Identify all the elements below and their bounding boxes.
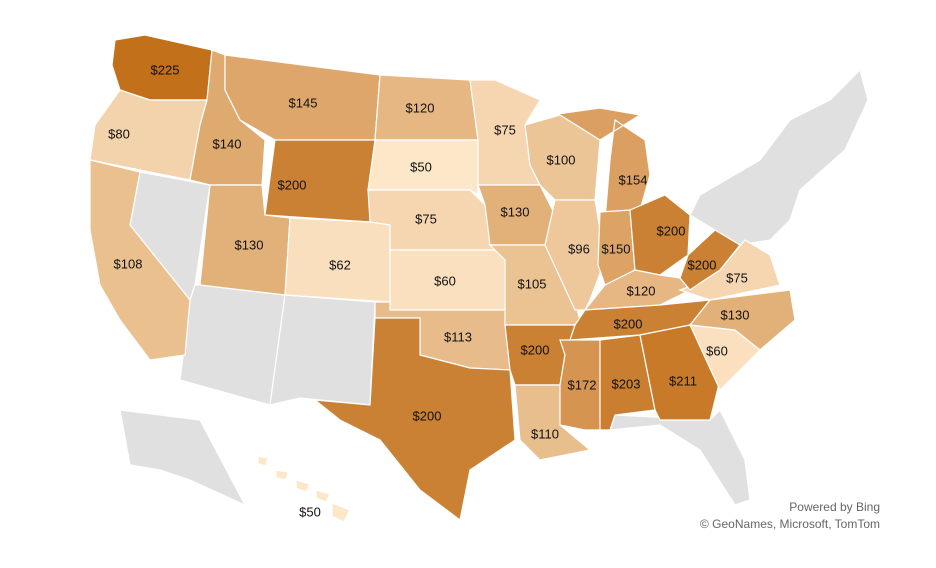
value-label: $200 — [521, 342, 550, 357]
state — [89, 159, 191, 361]
state — [679, 229, 741, 291]
value-label: $203 — [612, 376, 641, 391]
value-label: $50 — [410, 159, 432, 174]
value-label: $200 — [614, 316, 643, 331]
state — [367, 139, 479, 197]
value-label: $211 — [669, 373, 697, 388]
value-label: $113 — [444, 329, 472, 344]
value-label: $200 — [657, 223, 686, 238]
region — [119, 409, 247, 507]
value-label: $50 — [299, 504, 321, 519]
value-label: $75 — [494, 122, 516, 137]
value-label: $200 — [278, 177, 307, 192]
value-label: $200 — [688, 257, 717, 272]
value-label: $130 — [235, 237, 264, 252]
region — [269, 294, 376, 406]
state — [583, 269, 691, 311]
value-label: $154 — [619, 172, 648, 187]
value-label: $200 — [413, 408, 442, 423]
state — [544, 199, 606, 311]
region — [689, 68, 869, 246]
region — [179, 284, 286, 406]
value-label: $60 — [706, 343, 728, 358]
value-label: $130 — [501, 204, 530, 219]
value-label: $140 — [213, 136, 242, 151]
state — [313, 317, 516, 522]
value-label: $75 — [726, 270, 748, 285]
no-data-regions — [119, 68, 869, 507]
value-label: $225 — [151, 62, 180, 77]
value-label: $120 — [627, 283, 656, 298]
value-label: $75 — [415, 211, 437, 226]
value-label: $130 — [721, 307, 750, 322]
value-label: $110 — [531, 426, 559, 441]
value-label: $150 — [602, 241, 631, 256]
states — [89, 34, 796, 523]
attribution: © GeoNames, Microsoft, TomTom — [700, 517, 880, 531]
value-label: $105 — [518, 276, 547, 291]
attribution: Powered by Bing — [789, 500, 880, 514]
value-label: $172 — [568, 377, 597, 392]
value-label: $145 — [289, 95, 318, 110]
state — [688, 289, 796, 351]
value-label: $108 — [114, 256, 143, 271]
value-label: $120 — [406, 100, 435, 115]
value-label: $100 — [547, 152, 576, 167]
region — [609, 408, 751, 506]
state — [257, 455, 351, 523]
value-label: $60 — [434, 273, 456, 288]
value-label: $80 — [108, 126, 130, 141]
labels: $225 $80 $108 $140 $145 $200 $130 $62 $120 $50 $75… — [108, 62, 749, 519]
value-label: $96 — [568, 241, 590, 256]
value-label: $62 — [329, 257, 351, 272]
